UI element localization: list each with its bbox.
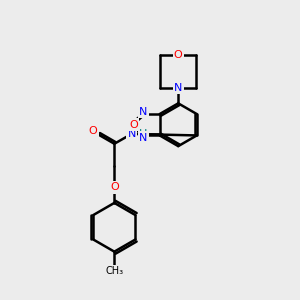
Text: O: O [129,120,138,130]
Text: N: N [174,83,182,93]
Text: N: N [139,107,148,117]
Text: O: O [174,50,183,60]
Text: N: N [139,133,148,143]
Text: O: O [110,182,119,193]
Text: N: N [128,129,136,139]
Text: O: O [88,126,97,136]
Text: H: H [139,129,147,139]
Text: CH₃: CH₃ [105,266,123,276]
